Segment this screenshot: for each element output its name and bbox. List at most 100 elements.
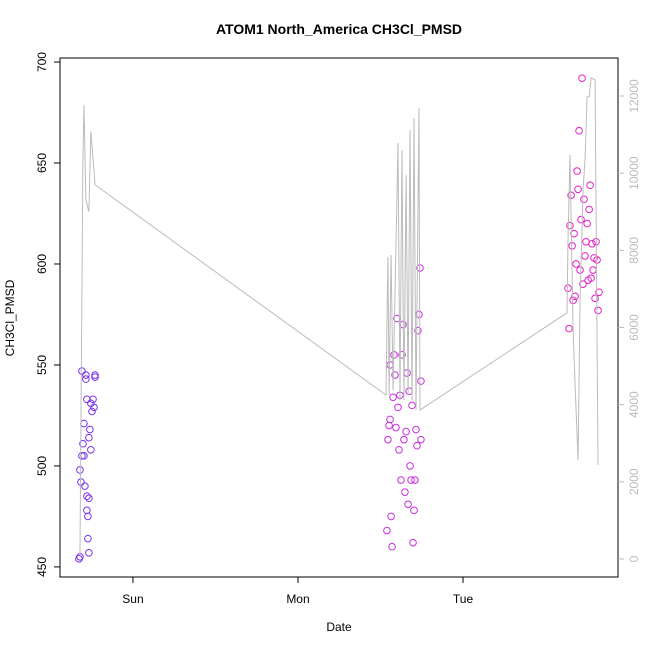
point — [80, 419, 88, 428]
plot-box — [59, 57, 619, 578]
point — [412, 425, 420, 434]
y-tick-label: 500 — [35, 456, 49, 476]
y2-tick-label: 0 — [627, 555, 641, 562]
point — [83, 506, 91, 515]
y-axis-label: CH3Cl_PMSD — [3, 279, 17, 356]
point — [389, 393, 397, 402]
x-axis-label: Date — [326, 620, 352, 634]
point — [394, 403, 402, 412]
point — [575, 126, 583, 135]
point — [86, 425, 94, 434]
y2-tick-label: 4000 — [627, 391, 641, 418]
point — [82, 375, 90, 383]
point — [91, 371, 99, 379]
point — [79, 439, 87, 448]
point — [572, 260, 580, 268]
point — [410, 506, 418, 515]
point — [581, 252, 589, 260]
point — [404, 500, 412, 509]
x-tick-label: Sun — [122, 592, 143, 606]
point — [398, 351, 406, 359]
line — [79, 77, 599, 556]
point — [409, 538, 417, 547]
point — [566, 221, 574, 230]
point — [85, 433, 93, 442]
point — [577, 215, 585, 224]
y-tick-label: 550 — [35, 355, 49, 375]
y2-tick-label: 8000 — [627, 237, 641, 264]
point — [82, 371, 90, 379]
point — [564, 284, 572, 293]
point — [78, 367, 86, 375]
point — [90, 403, 98, 412]
point — [589, 266, 597, 274]
point — [582, 237, 590, 246]
point — [417, 435, 425, 444]
point — [387, 512, 395, 521]
x-tick-label: Mon — [286, 592, 309, 606]
point — [89, 395, 97, 404]
point — [384, 435, 392, 444]
point — [574, 185, 582, 194]
point — [407, 476, 415, 484]
x-tick-label: Tue — [453, 592, 474, 606]
point — [395, 445, 403, 454]
point — [591, 294, 599, 303]
point — [579, 280, 587, 288]
point — [85, 548, 93, 557]
y2-tick-label: 10000 — [627, 156, 641, 190]
point — [87, 445, 95, 454]
point — [406, 462, 414, 470]
point — [78, 452, 86, 460]
point — [388, 542, 396, 551]
y-tick-label: 700 — [35, 52, 49, 72]
point — [84, 512, 92, 521]
point — [587, 274, 595, 282]
point — [593, 256, 601, 264]
y2-tick-label: 2000 — [627, 468, 641, 495]
point — [565, 324, 573, 333]
point — [391, 371, 399, 379]
point — [400, 435, 408, 444]
point — [413, 441, 421, 450]
y-tick-label: 600 — [35, 254, 49, 274]
point — [88, 407, 96, 416]
point — [405, 387, 413, 396]
point — [408, 401, 416, 410]
chart-title: ATOM1 North_America CH3Cl_PMSD — [216, 21, 462, 37]
point — [588, 239, 596, 248]
point — [595, 288, 603, 297]
point — [403, 369, 411, 377]
point — [84, 534, 92, 543]
point — [571, 292, 579, 301]
y-tick-label: 650 — [35, 153, 49, 173]
point — [594, 306, 602, 315]
point — [417, 377, 425, 385]
point — [383, 526, 391, 535]
point — [414, 326, 422, 335]
point — [91, 373, 99, 381]
point — [585, 205, 593, 214]
point — [573, 167, 581, 175]
y-tick-label: 450 — [35, 557, 49, 577]
point — [392, 423, 400, 432]
point — [576, 266, 584, 274]
point — [411, 476, 419, 484]
point — [570, 229, 578, 238]
point — [386, 415, 394, 424]
point — [586, 181, 594, 190]
point — [81, 482, 89, 490]
point — [401, 488, 409, 496]
point — [85, 494, 93, 503]
point — [580, 195, 588, 204]
point — [76, 466, 84, 474]
y2-tick-label: 6000 — [627, 314, 641, 341]
point — [578, 74, 586, 82]
y2-tick-label: 12000 — [627, 79, 641, 113]
point — [397, 476, 405, 484]
point — [402, 427, 410, 436]
point — [385, 421, 393, 430]
point — [583, 219, 591, 228]
point — [83, 492, 91, 501]
